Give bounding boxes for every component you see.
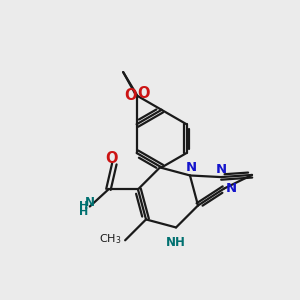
Text: O: O	[137, 86, 150, 101]
Text: N: N	[216, 164, 227, 176]
Text: H: H	[79, 201, 88, 211]
Text: N: N	[85, 196, 95, 209]
Text: N: N	[226, 182, 237, 195]
Text: O: O	[124, 88, 137, 103]
Text: N: N	[185, 161, 197, 174]
Text: H: H	[79, 207, 88, 218]
Text: NH: NH	[166, 236, 186, 249]
Text: O: O	[106, 151, 118, 166]
Text: $\mathrm{CH_3}$: $\mathrm{CH_3}$	[99, 232, 121, 246]
